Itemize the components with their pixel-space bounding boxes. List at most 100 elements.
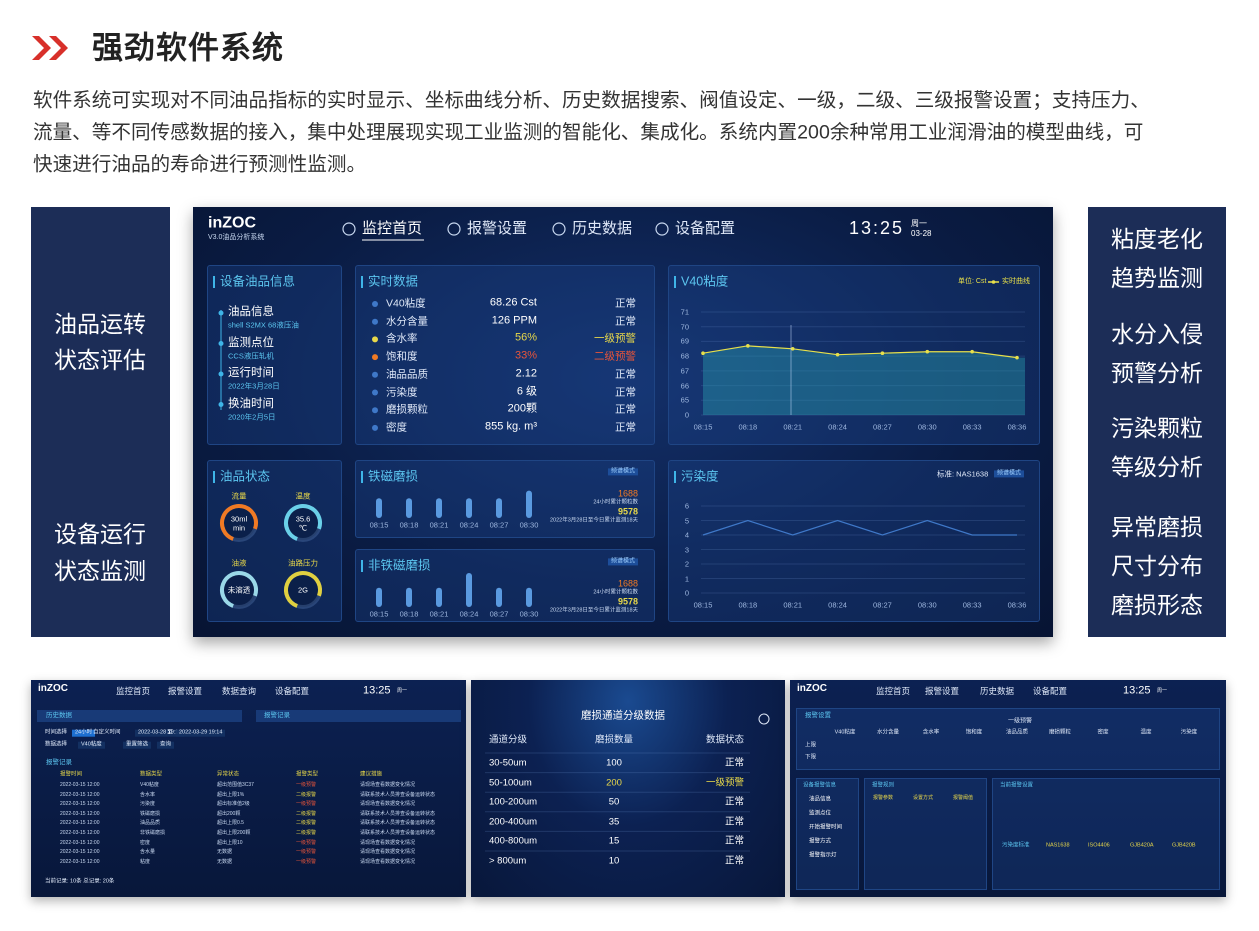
table-cell: 请联系技术人员排查设备运转状态 (360, 791, 436, 798)
weekday: 周一 (911, 219, 927, 229)
table-cell: 二级报警 (296, 820, 317, 827)
feature-label: 粘度老化 (1111, 226, 1203, 253)
mode-button[interactable]: 频谱模式 (607, 468, 638, 476)
nav-item[interactable]: 历史数据 (980, 685, 1015, 696)
table-cell: 请联系技术人员排查设备运转状态 (360, 810, 436, 817)
feature-label: 污染颗粒 (1111, 415, 1203, 442)
filter-item[interactable]: 2022-03-28 19:14 (135, 729, 185, 737)
table-cell: 超出200颗 (217, 810, 241, 817)
filter-item[interactable]: 至 (167, 729, 173, 736)
mode-button[interactable]: 频谱模式 (994, 470, 1025, 478)
info-value: 2022年3月28日 (228, 381, 280, 391)
table-cell: 超出上限0.5 (217, 820, 244, 827)
x-tick-label: 08:27 (873, 422, 892, 432)
section-title: 历史数据 (46, 712, 72, 720)
filter-item[interactable]: 24小时 (72, 729, 96, 737)
nav-item[interactable]: 报警设置 (467, 220, 528, 237)
table-cell: 无数据 (217, 858, 233, 865)
description-line: 流量、等不同传感数据的接入，集中处理展现实现工业监测的智能化、集成化。系统内置2… (33, 121, 1144, 144)
y-tick-label: 67 (680, 366, 689, 376)
info-value: 2020年2月5日 (228, 412, 276, 421)
metric-value: 68.26 Cst (489, 296, 537, 309)
gauge-ring (284, 571, 322, 609)
info-label: 运行时间 (228, 367, 274, 380)
metric-status: 二级预警 (594, 350, 636, 363)
x-tick-label: 08:30 (917, 600, 937, 610)
info-panel (796, 778, 859, 890)
nav-item[interactable]: 历史数据 (572, 220, 633, 237)
rule-panel (864, 778, 987, 890)
point (880, 351, 885, 356)
table-cell: 一级预警 (296, 782, 317, 788)
table-header: 数据状态 (705, 734, 744, 746)
bar (406, 498, 412, 518)
table-header: 通道分级 (489, 734, 528, 746)
device-info-panel (207, 265, 342, 445)
info-label: 油品信息 (228, 306, 274, 319)
nav-item[interactable]: 数据查询 (222, 685, 257, 696)
status-dot (372, 318, 378, 325)
table-cell: 超出标准值2级 (217, 801, 250, 808)
metric-status: 正常 (615, 421, 636, 434)
section-title: 报警记录 (46, 759, 72, 767)
dialog-title: 磨损通道分级数据 (581, 709, 665, 722)
filter-item[interactable]: 2022-03-29 19:14 (176, 729, 226, 737)
column-header: 报警阈值 (953, 795, 974, 801)
nav-icon (447, 222, 461, 236)
nav-item[interactable]: 监控首页 (116, 685, 151, 696)
standard-label: 污染度标准 (1002, 842, 1030, 849)
metric-name: 油品品质 (386, 368, 428, 381)
bar (436, 587, 442, 607)
section-title: 设备报警信息 (803, 782, 837, 789)
logo: inZOC (797, 683, 827, 694)
x-tick-label: 08:33 (962, 422, 982, 432)
table-cell: 2022-03-15 12:00 (60, 839, 100, 846)
nav-item[interactable]: 设备配置 (1033, 685, 1068, 696)
table-cell: 2022-03-15 12:00 (60, 820, 100, 827)
filter-item[interactable]: 自定义时间 (93, 729, 121, 736)
panel-title: V40粘度 (681, 274, 729, 289)
table-cell: 超出上限1% (217, 791, 245, 798)
table-cell: 粘度 (140, 858, 151, 865)
table-cell: 15 (608, 835, 620, 847)
nav-icon (655, 222, 669, 236)
filter-item[interactable]: 重置筛选 (123, 741, 152, 749)
table-cell: 400-800um (489, 835, 538, 847)
table-cell: 200 (606, 776, 622, 788)
info-value: CCS液压轧机 (228, 351, 274, 360)
table-cell: > 800um (489, 855, 527, 867)
table-cell: 100-200um (489, 796, 538, 808)
nav-item[interactable]: 设备配置 (275, 685, 310, 696)
table-cell: 100 (606, 757, 622, 769)
nav-item[interactable]: 监控首页 (362, 220, 423, 237)
mode-button[interactable]: 频谱模式 (607, 558, 638, 566)
filter-item[interactable]: V40粘度 (78, 741, 105, 749)
column-header: 油品品质 (1005, 729, 1029, 736)
nav-item[interactable]: 监控首页 (876, 685, 911, 696)
nav-icon (342, 222, 356, 236)
monitor-note: 2022年3月28日至今日累计监测18天 (549, 607, 638, 614)
bar (496, 498, 502, 518)
nav-item[interactable]: 报警设置 (925, 685, 960, 696)
x-tick-label: 08:27 (489, 520, 509, 530)
table-cell: 正常 (724, 855, 744, 867)
gauge-ring (220, 571, 258, 609)
table-cell: 30-50um (489, 757, 527, 769)
filter-item[interactable]: 查询 (157, 741, 175, 749)
nav-item[interactable]: 设备配置 (675, 220, 736, 237)
metric-value: 855 kg. m³ (485, 420, 537, 433)
nav-item[interactable]: 报警设置 (168, 685, 203, 696)
gauge-label: 温度 (295, 491, 311, 501)
bar (496, 587, 502, 607)
x-tick-label: 08:24 (459, 520, 479, 530)
feature-label: 预警分析 (1111, 360, 1203, 387)
standard-name: GJB420A (1130, 842, 1154, 849)
count-primary: 1688 (617, 578, 638, 589)
timeline-dot (218, 402, 224, 407)
point (1015, 355, 1019, 360)
metric-name: 磨损颗粒 (386, 403, 428, 416)
x-tick-label: 08:30 (519, 520, 539, 530)
gauge-label: 油路压力 (288, 558, 318, 568)
count-primary: 1688 (617, 488, 638, 499)
nav-icon (552, 222, 566, 236)
